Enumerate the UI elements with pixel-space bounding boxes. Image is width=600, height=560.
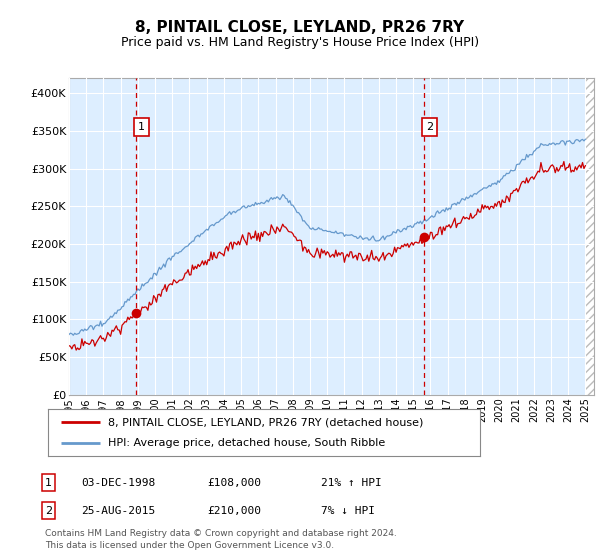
Text: 03-DEC-1998: 03-DEC-1998 (81, 478, 155, 488)
Text: 1: 1 (45, 478, 52, 488)
Text: 8, PINTAIL CLOSE, LEYLAND, PR26 7RY (detached house): 8, PINTAIL CLOSE, LEYLAND, PR26 7RY (det… (109, 417, 424, 427)
Text: £210,000: £210,000 (207, 506, 261, 516)
Text: £108,000: £108,000 (207, 478, 261, 488)
Text: 1: 1 (138, 123, 145, 132)
Text: Price paid vs. HM Land Registry's House Price Index (HPI): Price paid vs. HM Land Registry's House … (121, 36, 479, 49)
Text: 2: 2 (426, 123, 433, 132)
Text: 21% ↑ HPI: 21% ↑ HPI (321, 478, 382, 488)
Text: HPI: Average price, detached house, South Ribble: HPI: Average price, detached house, Sout… (109, 438, 386, 448)
Text: Contains HM Land Registry data © Crown copyright and database right 2024.
This d: Contains HM Land Registry data © Crown c… (45, 529, 397, 550)
Text: 7% ↓ HPI: 7% ↓ HPI (321, 506, 375, 516)
Bar (586, 78, 600, 395)
Text: 25-AUG-2015: 25-AUG-2015 (81, 506, 155, 516)
Text: 8, PINTAIL CLOSE, LEYLAND, PR26 7RY: 8, PINTAIL CLOSE, LEYLAND, PR26 7RY (136, 20, 464, 35)
Text: 2: 2 (45, 506, 52, 516)
